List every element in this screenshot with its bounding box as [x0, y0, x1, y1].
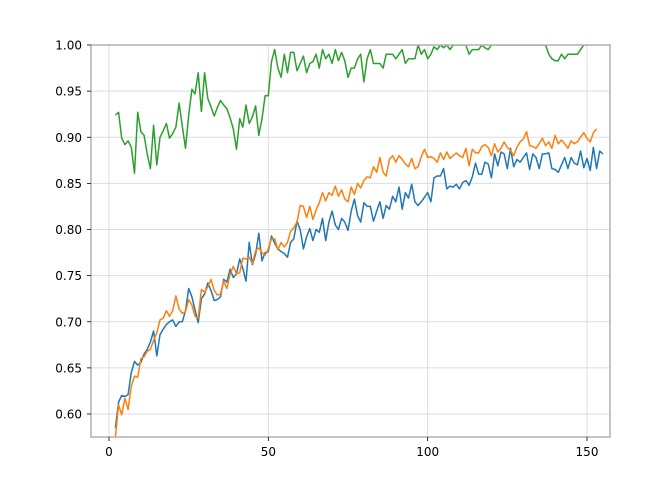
y-tick-label: 0.65: [55, 361, 82, 375]
series-green-line: [114, 45, 587, 174]
x-tick-label: 150: [576, 445, 599, 459]
y-tick-label: 0.70: [55, 315, 82, 329]
x-tick-label: 50: [261, 445, 276, 459]
plot-frame: [90, 44, 611, 438]
y-tick-label: 0.95: [55, 85, 82, 99]
y-tick-label: 1.00: [55, 39, 82, 53]
x-tick-label: 0: [105, 445, 113, 459]
y-tick-label: 0.60: [55, 408, 82, 422]
y-tick-label: 0.75: [55, 269, 82, 283]
y-axis: 0.60 0.65 0.70 0.75 0.80 0.85 0.90 0.95 1.00: [55, 39, 91, 422]
series-blue-line: [114, 146, 604, 428]
series-lines: [114, 45, 604, 437]
series-orange-line: [114, 128, 598, 437]
x-axis: 0 50 100 150: [105, 437, 598, 459]
x-tick-label: 100: [416, 445, 439, 459]
y-tick-label: 0.85: [55, 177, 82, 191]
y-tick-label: 0.90: [55, 131, 82, 145]
grid-lines: [91, 44, 610, 437]
y-tick-label: 0.80: [55, 223, 82, 237]
